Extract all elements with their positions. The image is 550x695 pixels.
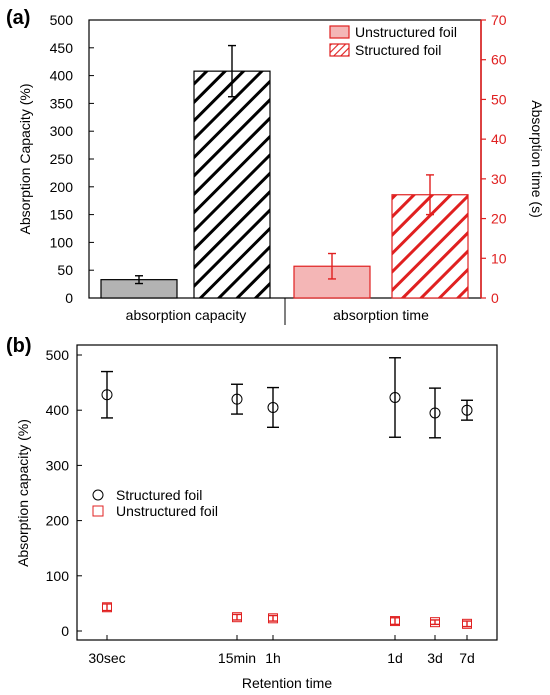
legend-swatch-structured	[329, 43, 350, 57]
a-right-tick-label: 70	[491, 12, 507, 28]
b-y-tick-label: 100	[46, 568, 70, 584]
a-right-tick-label: 30	[491, 171, 507, 187]
structured-error-bar	[267, 386, 279, 429]
a-left-tick-label: 450	[50, 40, 74, 56]
legend-marker-unstructured	[92, 505, 104, 517]
legend-swatch-unstructured	[329, 25, 350, 39]
a-left-tick-label: 300	[50, 123, 74, 139]
unstructured-point	[462, 618, 472, 629]
legend-marker-structured	[92, 489, 104, 501]
b-y-tick-label: 400	[46, 402, 70, 418]
a-left-tick-label: 50	[57, 262, 73, 278]
b-y-tick-label: 0	[61, 623, 69, 639]
structured-point	[389, 392, 401, 404]
unstructured-error-bar	[103, 603, 111, 612]
legend-label-unstructured: Unstructured foil	[355, 24, 457, 40]
panel-b-ylabel: Absorption capacity (%)	[15, 419, 31, 567]
panel-a-right-ticks: 0 10 20 30 40 50 60 70	[481, 12, 507, 306]
bar-error-bar	[228, 44, 236, 98]
panel-b-y-ticks: 0 100 200 300 400 500	[46, 347, 82, 639]
unstructured-error-bar	[269, 614, 277, 622]
unstructured-error-bar	[391, 617, 399, 626]
bar-error-bar	[426, 174, 434, 216]
unstructured-error-bar	[463, 620, 471, 628]
panel-b-plot-frame	[76, 344, 498, 641]
panel-b-xlabel: Retention time	[242, 675, 332, 691]
a-right-tick-label: 10	[491, 250, 507, 266]
panel-b-legend: Structured foil Unstructured foil	[92, 487, 218, 519]
legend-label-structured: Structured foil	[355, 42, 441, 58]
b-x-tick-label: 3d	[427, 650, 443, 666]
unstructured-point	[390, 616, 400, 627]
a-category-label: absorption capacity	[126, 307, 247, 323]
panel-a-left-ticks: 0 50 100 150 200 250 300 350 400 450 500	[50, 12, 94, 306]
panel-b-points	[101, 357, 473, 629]
a-right-tick-label: 60	[491, 52, 507, 68]
b-x-tick-label: 7d	[459, 650, 475, 666]
structured-error-bar	[389, 357, 401, 438]
a-left-tick-label: 100	[50, 234, 74, 250]
a-left-tick-label: 400	[50, 68, 74, 84]
a-left-tick-label: 150	[50, 207, 74, 223]
unstructured-point	[102, 602, 112, 613]
panel-a: (a) 0 50 100 150 200 250 300 350 400 450 500 0 10 20…	[6, 7, 545, 325]
panel-b-x-ticks: 30sec 15min 1h 1d 3d 7d	[88, 635, 475, 666]
bar-error-bar	[328, 252, 336, 280]
b-y-tick-label: 200	[46, 513, 70, 529]
structured-error-bar	[231, 383, 243, 415]
b-x-tick-label: 1d	[387, 650, 403, 666]
panel-a-bars	[100, 44, 469, 299]
b-y-tick-label: 300	[46, 457, 70, 473]
a-left-tick-label: 250	[50, 151, 74, 167]
panel-a-category-labels: absorption capacity absorption time	[126, 307, 429, 323]
b-y-tick-label: 500	[46, 347, 70, 363]
a-right-tick-label: 20	[491, 211, 507, 227]
b-x-tick-label: 30sec	[88, 650, 125, 666]
a-right-tick-label: 50	[491, 91, 507, 107]
panel-a-ylabel-right: Absorption time (s)	[529, 100, 545, 217]
a-left-tick-label: 350	[50, 95, 74, 111]
a-right-tick-label: 40	[491, 131, 507, 147]
structured-point	[101, 389, 113, 401]
bar-structured-capacity	[193, 70, 271, 299]
unstructured-point	[232, 612, 242, 623]
structured-point	[231, 393, 243, 405]
unstructured-error-bar	[233, 613, 241, 621]
structured-error-bar	[429, 387, 441, 439]
a-left-tick-label: 200	[50, 179, 74, 195]
structured-error-bar	[101, 370, 113, 419]
legend-label-unstructured-b: Unstructured foil	[116, 503, 218, 519]
structured-point	[461, 404, 473, 416]
a-left-tick-label: 500	[50, 12, 74, 28]
unstructured-point	[268, 613, 278, 624]
a-left-tick-label: 0	[65, 290, 73, 306]
structured-point	[267, 401, 279, 413]
panel-a-legend: Unstructured foil Structured foil	[329, 24, 457, 58]
panel-a-label: (a)	[6, 7, 30, 29]
panel-b-label: (b)	[6, 335, 32, 357]
bar-error-bar	[135, 275, 143, 285]
structured-error-bar	[461, 399, 473, 421]
unstructured-error-bar	[431, 619, 439, 626]
legend-label-structured-b: Structured foil	[116, 487, 202, 503]
b-x-tick-label: 1h	[265, 650, 281, 666]
a-right-tick-label: 0	[491, 290, 499, 306]
panel-a-ylabel: Absorption Capacity (%)	[17, 84, 33, 235]
structured-point	[429, 407, 441, 419]
unstructured-point	[430, 617, 440, 628]
a-category-label: absorption time	[333, 307, 429, 323]
b-x-tick-label: 15min	[218, 650, 256, 666]
